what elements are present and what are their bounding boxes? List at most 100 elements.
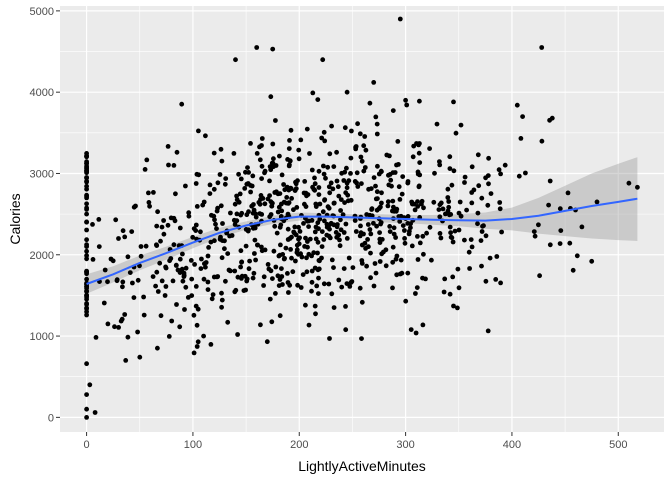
data-point [84,175,89,180]
data-point [405,180,411,186]
data-point [531,229,537,235]
data-point [385,199,391,205]
data-point [417,240,423,246]
data-point [367,227,373,232]
data-point [253,257,258,263]
data-point [532,233,538,239]
data-point [329,291,335,297]
data-point [248,141,253,146]
data-point [379,190,384,196]
data-point [245,165,250,171]
data-point [309,167,315,173]
data-point [383,263,389,269]
data-point [421,205,426,211]
data-point [514,102,520,108]
data-point [269,203,275,209]
data-point [223,278,228,284]
data-point [262,201,268,207]
data-point [481,223,486,229]
data-point [485,328,491,334]
data-point [315,267,321,273]
data-point [267,178,272,184]
data-point [363,147,369,153]
data-point [320,57,326,63]
confidence-band [86,157,638,294]
data-point [412,207,418,213]
data-point [371,80,377,85]
data-point [177,225,183,231]
data-point [479,263,484,269]
data-point [281,199,287,205]
data-point [155,345,160,351]
data-point [292,224,298,230]
data-point [181,274,187,279]
data-point [193,181,199,186]
x-tick-label: 0 [84,439,90,451]
data-point [315,250,320,256]
data-point [402,228,407,233]
data-point [84,154,89,159]
data-point [84,268,89,274]
data-point [415,234,420,239]
data-point [362,134,368,139]
data-point [286,187,292,193]
data-point [297,229,303,234]
data-point [283,245,289,251]
data-point [352,218,358,223]
data-point [150,274,156,279]
data-point [242,186,248,191]
data-point [448,230,453,236]
data-point [259,248,265,254]
data-point [549,115,555,121]
data-point [399,191,405,197]
confidence-band-group [86,157,638,294]
data-point [516,173,522,179]
data-point [84,305,89,311]
data-point [153,283,159,289]
data-point [486,181,491,187]
data-point [303,190,309,196]
data-point [319,229,325,235]
data-point [313,204,319,210]
data-point [468,237,474,243]
data-point [129,229,135,235]
data-point [469,164,475,170]
data-point [344,180,350,186]
data-point [214,274,220,280]
data-point [315,97,321,102]
data-point [399,270,405,276]
data-point [146,200,152,205]
data-point [295,282,300,288]
data-point [90,257,96,262]
data-point [273,291,278,296]
data-point [357,131,363,137]
data-point [447,224,453,230]
data-point [420,233,426,239]
data-point [483,233,489,239]
data-point [547,242,553,248]
data-point [275,209,281,215]
data-point [159,278,165,284]
data-point [183,265,189,271]
x-tick-label: 200 [290,439,308,451]
data-point [350,265,356,270]
data-point [389,183,394,189]
data-point [192,262,198,267]
data-point [416,184,422,190]
data-point [222,246,227,252]
data-point [191,226,197,232]
data-point [232,201,238,207]
data-point [367,100,373,106]
data-point [415,204,421,209]
data-point [123,358,129,363]
data-point [289,255,294,261]
data-point [238,212,244,218]
data-point [357,285,363,291]
data-point [378,168,384,174]
data-point [462,180,467,185]
data-point [135,329,141,335]
data-point [374,189,380,195]
data-point [300,272,306,277]
data-point [338,217,343,223]
